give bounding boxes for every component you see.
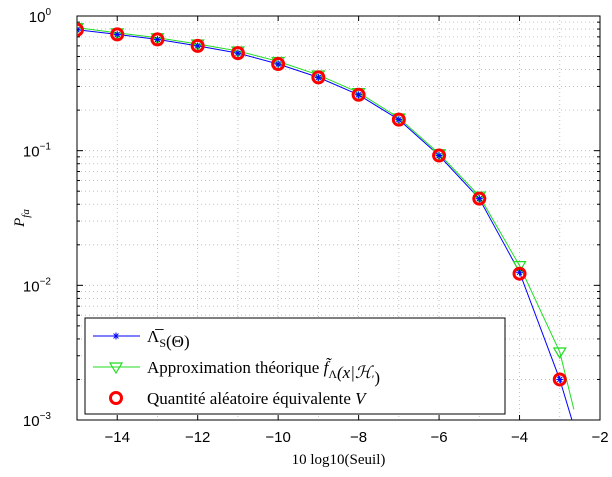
data-point	[435, 152, 443, 160]
data-point	[311, 70, 326, 85]
series-markers	[77, 22, 567, 387]
asterisk-stroke	[476, 195, 483, 202]
data-point	[77, 23, 85, 35]
legend: Λ̅S(Θ)Approximation théorique f̃Λ(x|ℋ′)Q…	[84, 317, 506, 415]
data-point	[190, 38, 205, 53]
y-tick-exponent: 0	[45, 7, 51, 18]
data-point	[112, 332, 120, 340]
data-point	[77, 26, 81, 34]
y-tick-exponent: −2	[40, 276, 52, 287]
x-tick-label: −2	[591, 429, 608, 446]
legend-label-part: f̃	[324, 358, 333, 377]
y-tick-exponent: −1	[40, 142, 52, 153]
data-point	[271, 57, 286, 72]
x-axis-label: 10 log10(Seuil)	[292, 452, 386, 468]
asterisk-stroke	[275, 61, 281, 67]
x-tick-label: −4	[511, 429, 528, 446]
x-tick-label: −8	[350, 429, 367, 446]
asterisk-stroke	[194, 43, 201, 49]
asterisk-stroke	[113, 333, 119, 339]
data-point	[472, 191, 487, 206]
data-point	[194, 42, 202, 50]
y-axis-label: Pfa	[12, 209, 32, 228]
y-axis-label-base: P	[12, 218, 28, 228]
data-point	[552, 372, 567, 387]
data-point	[552, 347, 567, 360]
data-point	[351, 87, 366, 102]
x-tick-label: −6	[431, 429, 448, 446]
legend-label: Quantité aléatoire équivalente V	[147, 389, 368, 408]
legend-label-part: V	[355, 389, 368, 408]
asterisk-stroke	[436, 152, 442, 159]
legend-label-part: (x|ℋ	[337, 363, 375, 382]
data-point	[274, 60, 282, 68]
asterisk-stroke	[516, 269, 523, 276]
asterisk-stroke	[396, 116, 402, 123]
asterisk-stroke	[154, 36, 161, 43]
legend-label: Approximation théorique f̃Λ(x|ℋ′)	[147, 358, 380, 387]
data-point	[77, 22, 84, 37]
data-point	[355, 91, 363, 99]
data-point	[150, 32, 165, 47]
x-tick-label: −12	[185, 429, 210, 446]
data-point	[391, 112, 406, 127]
data-point	[230, 46, 245, 61]
legend-label-part: Approximation théorique	[147, 358, 324, 377]
asterisk-stroke	[315, 74, 322, 81]
data-point	[113, 30, 121, 38]
legend-label-part: S	[159, 336, 166, 350]
legend-label-part: )	[374, 368, 380, 387]
data-point	[395, 116, 403, 124]
data-point	[432, 148, 447, 163]
data-point	[314, 73, 322, 81]
data-point	[108, 362, 124, 375]
data-point	[153, 35, 161, 43]
data-point	[109, 391, 123, 405]
asterisk-stroke	[114, 31, 121, 38]
data-point	[512, 261, 527, 273]
x-tick-label: −14	[105, 429, 130, 446]
data-point	[516, 268, 524, 276]
data-point	[475, 195, 483, 203]
x-tick-label: −10	[265, 429, 290, 446]
asterisk-stroke	[355, 91, 362, 98]
series-markers	[77, 26, 564, 383]
legend-label-part: Quantité aléatoire équivalente	[147, 389, 355, 408]
data-point	[556, 375, 564, 383]
legend-label-part: Λ	[328, 367, 337, 381]
series-group	[77, 22, 575, 420]
data-point	[512, 266, 527, 281]
y-axis-label-sub: fa	[20, 209, 32, 218]
asterisk-stroke	[556, 376, 563, 383]
legend-label-part: ′	[372, 372, 375, 386]
y-tick-exponent: −3	[40, 411, 52, 422]
asterisk-stroke	[77, 26, 80, 31]
asterisk-stroke	[77, 29, 80, 33]
legend-label-part: (Θ)	[166, 332, 190, 351]
data-point	[234, 49, 242, 57]
plot-frame	[76, 15, 601, 421]
legend-box	[84, 317, 506, 415]
asterisk-stroke	[235, 50, 241, 56]
data-point	[110, 27, 125, 42]
